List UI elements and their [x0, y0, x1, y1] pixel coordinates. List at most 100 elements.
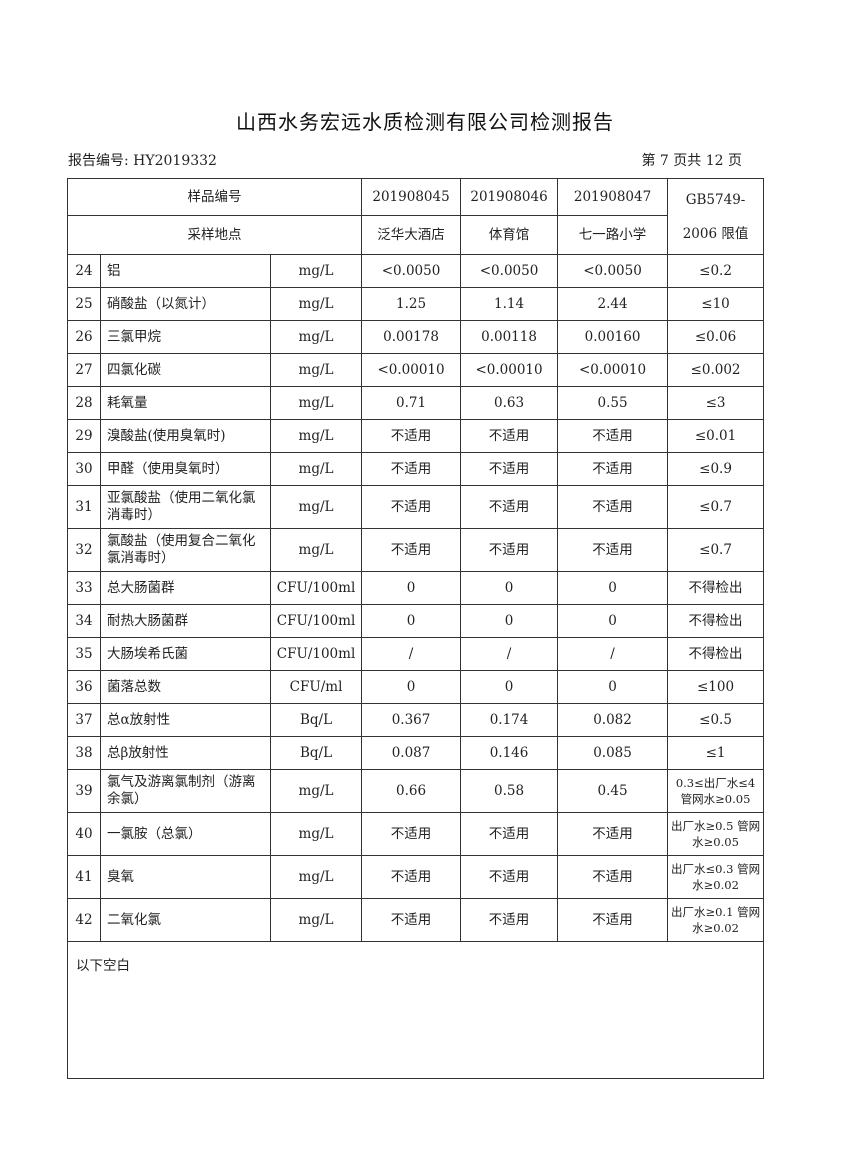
- sample-value: 0.00160: [557, 320, 669, 354]
- sample-value: 0.087: [361, 736, 462, 770]
- sample-value: 0.55: [557, 386, 669, 420]
- table-row: 32 氯酸盐（使用复合二氧化氯消毒时） mg/L 不适用 不适用 不适用 ≤0.7: [67, 528, 765, 572]
- sample-value: <0.0050: [557, 254, 669, 288]
- sample-value: /: [460, 637, 559, 671]
- parameter-name: 耗氧量: [100, 386, 271, 420]
- sample-value: 0.00178: [361, 320, 462, 354]
- sample-value: 1.14: [460, 287, 559, 321]
- parameter-name: 一氯胺（总氯）: [100, 812, 271, 856]
- unit: CFU/100ml: [269, 604, 363, 638]
- parameter-name: 大肠埃希氏菌: [100, 637, 271, 671]
- parameter-name: 总α放射性: [100, 703, 271, 737]
- sample-location: 七一路小学: [557, 215, 669, 255]
- row-number: 42: [67, 898, 101, 942]
- limit-value: 出厂水≤0.3 管网水≥0.02: [667, 855, 765, 899]
- unit: mg/L: [269, 452, 363, 486]
- row-number: 24: [67, 254, 101, 288]
- row-number: 38: [67, 736, 101, 770]
- row-number: 39: [67, 769, 101, 813]
- sample-value: 不适用: [460, 419, 559, 453]
- unit: mg/L: [269, 485, 363, 529]
- sample-value: 0.174: [460, 703, 559, 737]
- limit-value: ≤0.9: [667, 452, 765, 486]
- sample-value: 0: [460, 571, 559, 605]
- limit-value: ≤1: [667, 736, 765, 770]
- limit-header: GB5749-2006 限值: [667, 178, 765, 255]
- sample-value: 0.082: [557, 703, 669, 737]
- table-row: 29 溴酸盐(使用臭氧时) mg/L 不适用 不适用 不适用 ≤0.01: [67, 419, 765, 453]
- table-row: 30 甲醛（使用臭氧时） mg/L 不适用 不适用 不适用 ≤0.9: [67, 452, 765, 486]
- table-row: 41 臭氧 mg/L 不适用 不适用 不适用 出厂水≤0.3 管网水≥0.02: [67, 855, 765, 899]
- parameter-name: 总大肠菌群: [100, 571, 271, 605]
- parameter-name: 铝: [100, 254, 271, 288]
- sample-id: 201908045: [361, 178, 462, 216]
- limit-value: 不得检出: [667, 571, 765, 605]
- sample-value: <0.00010: [460, 353, 559, 387]
- row-number: 27: [67, 353, 101, 387]
- sample-value: 2.44: [557, 287, 669, 321]
- sample-value: 0.085: [557, 736, 669, 770]
- report-title: 山西水务宏远水质检测有限公司检测报告: [236, 110, 614, 134]
- parameter-name: 总β放射性: [100, 736, 271, 770]
- table-row: 33 总大肠菌群 CFU/100ml 0 0 0 不得检出: [67, 571, 765, 605]
- sample-value: 不适用: [460, 528, 559, 572]
- sample-value: 1.25: [361, 287, 462, 321]
- unit: mg/L: [269, 287, 363, 321]
- row-number: 35: [67, 637, 101, 671]
- sample-value: 不适用: [460, 898, 559, 942]
- sample-value: 0.71: [361, 386, 462, 420]
- sample-value: 不适用: [361, 855, 462, 899]
- sample-value: 不适用: [557, 855, 669, 899]
- sample-value: 不适用: [361, 485, 462, 529]
- table-row: 34 耐热大肠菌群 CFU/100ml 0 0 0 不得检出: [67, 604, 765, 638]
- table-row: 28 耗氧量 mg/L 0.71 0.63 0.55 ≤3: [67, 386, 765, 420]
- row-number: 32: [67, 528, 101, 572]
- limit-value: 出厂水≥0.1 管网水≥0.02: [667, 898, 765, 942]
- limit-value: 不得检出: [667, 637, 765, 671]
- unit: CFU/100ml: [269, 571, 363, 605]
- sample-id: 201908047: [557, 178, 669, 216]
- limit-value: ≤0.7: [667, 485, 765, 529]
- parameter-name: 臭氧: [100, 855, 271, 899]
- sample-value: <0.00010: [557, 353, 669, 387]
- table-row: 39 氯气及游离氯制剂（游离余氯） mg/L 0.66 0.58 0.45 0.3≤出厂水≤…: [67, 769, 765, 813]
- limit-value: ≤0.5: [667, 703, 765, 737]
- sample-value: 不适用: [557, 485, 669, 529]
- row-number: 26: [67, 320, 101, 354]
- row-number: 31: [67, 485, 101, 529]
- parameter-name: 甲醛（使用臭氧时）: [100, 452, 271, 486]
- sample-value: 0.146: [460, 736, 559, 770]
- parameter-name: 溴酸盐(使用臭氧时): [100, 419, 271, 453]
- sample-value: 不适用: [361, 898, 462, 942]
- sample-value: 不适用: [361, 528, 462, 572]
- limit-value: 0.3≤出厂水≤4 管网水≥0.05: [667, 769, 765, 813]
- sample-location: 体育馆: [460, 215, 559, 255]
- table-row: 27 四氯化碳 mg/L <0.00010 <0.00010 <0.00010 ≤0.002: [67, 353, 765, 387]
- sample-value: 0: [460, 604, 559, 638]
- limit-value: 不得检出: [667, 604, 765, 638]
- sample-value: 不适用: [557, 452, 669, 486]
- sample-value: 0: [557, 604, 669, 638]
- sample-value: 0: [361, 670, 462, 704]
- unit: mg/L: [269, 812, 363, 856]
- row-number: 28: [67, 386, 101, 420]
- unit: CFU/100ml: [269, 637, 363, 671]
- sample-value: <0.0050: [460, 254, 559, 288]
- limit-value: ≤3: [667, 386, 765, 420]
- sample-value: 不适用: [557, 419, 669, 453]
- unit: mg/L: [269, 254, 363, 288]
- sample-value: 0: [460, 670, 559, 704]
- sample-value: 0.66: [361, 769, 462, 813]
- unit: mg/L: [269, 528, 363, 572]
- table-row: 31 亚氯酸盐（使用二氧化氯消毒时） mg/L 不适用 不适用 不适用 ≤0.7: [67, 485, 765, 529]
- table-row: 24 铝 mg/L <0.0050 <0.0050 <0.0050 ≤0.2: [67, 254, 765, 288]
- sample-value: 不适用: [460, 812, 559, 856]
- unit: CFU/ml: [269, 670, 363, 704]
- limit-value: 出厂水≥0.5 管网水≥0.05: [667, 812, 765, 856]
- table-row: 36 菌落总数 CFU/ml 0 0 0 ≤100: [67, 670, 765, 704]
- sample-value: 不适用: [460, 855, 559, 899]
- sample-value: 不适用: [557, 812, 669, 856]
- sample-value: /: [361, 637, 462, 671]
- table-row: 35 大肠埃希氏菌 CFU/100ml / / / 不得检出: [67, 637, 765, 671]
- sample-value: 0.00118: [460, 320, 559, 354]
